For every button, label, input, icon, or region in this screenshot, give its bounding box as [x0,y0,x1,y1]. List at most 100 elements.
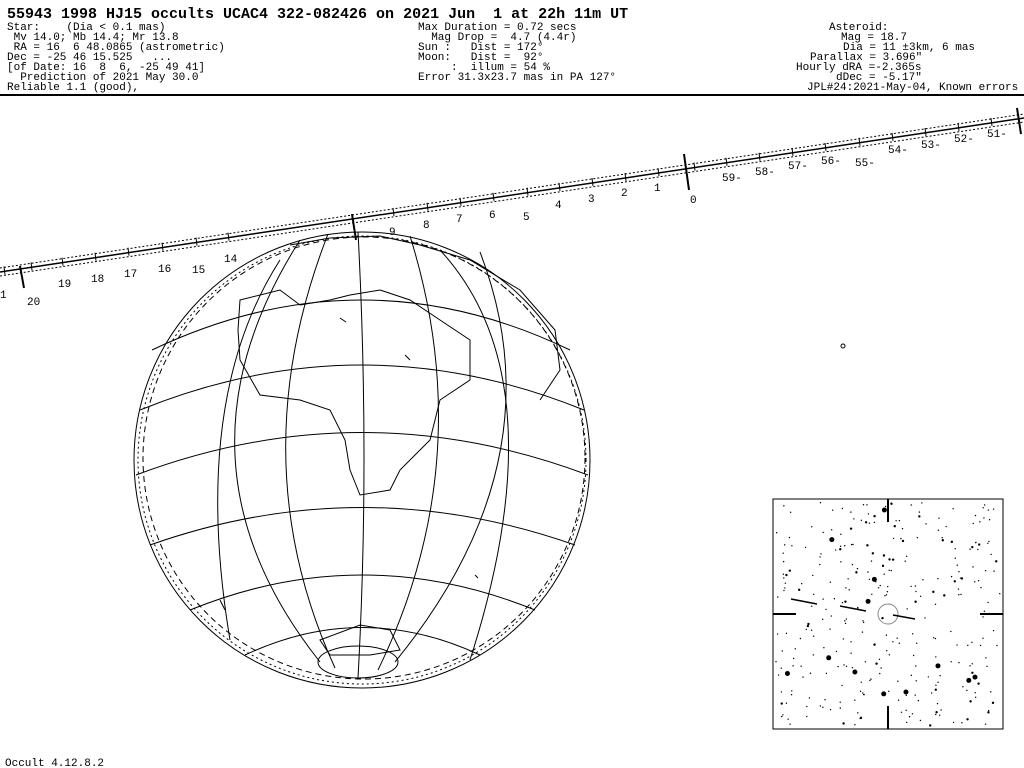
star-dot [877,587,880,589]
star-dot [958,594,960,596]
star-dot [862,692,864,694]
star-dot [956,564,959,566]
star-dot [911,633,914,635]
star-dot [888,654,891,656]
star-dot [829,708,832,711]
star-dot [988,519,991,521]
star-dot [922,579,924,581]
star-dot [789,511,792,513]
star-dot [950,575,953,578]
star-dot [897,699,900,701]
star-dot [987,509,989,511]
star-dot [941,536,943,539]
star-dot [842,638,845,640]
star-dot [888,690,890,693]
star-dot [972,522,974,525]
star-dot [903,689,909,695]
star-dot [966,689,968,692]
path-label: 16 [158,264,171,276]
star-dot [952,721,955,724]
star-dot [845,665,848,667]
star-dot [869,679,871,682]
star-dot [987,542,989,544]
path-label: 17 [124,269,137,281]
star-dot [822,531,824,534]
star-dot [837,665,839,668]
star-dot [806,715,808,718]
star-dot [879,672,881,675]
star-dot [829,581,832,583]
star-dot [866,504,868,506]
star-dot [823,647,825,649]
star-dot [900,711,903,714]
star-dot [825,672,828,675]
title: 55943 1998 HJ15 occults UCAC4 322-082426… [7,6,628,23]
star-dot [971,545,974,549]
star-dot [958,570,960,573]
star-dot [914,694,916,696]
star-dot [892,537,895,540]
star-dot [898,642,901,644]
star-dot [950,540,954,544]
star-dot [986,665,988,668]
path-label: 58- [755,167,775,179]
star-dot [935,713,937,716]
star-dot [864,661,867,663]
star-dot [834,549,837,551]
star-dot [813,593,815,596]
path-label: 54- [888,145,908,157]
star-dot [847,578,849,580]
asteroid-info: Parallax = 3.696" [810,52,922,64]
star-dot [886,649,888,652]
star-dot [780,667,782,669]
star-dot [881,691,887,697]
track-tick [459,197,462,206]
star-dot [982,616,984,618]
star-dot [844,600,847,603]
star-dot [806,624,810,628]
star-dot [972,674,978,680]
star-dot [974,514,977,517]
star-dot [775,532,778,534]
star-dot [831,509,834,511]
track-tick [624,172,627,182]
star-dot [860,681,862,683]
star-dot [917,699,920,702]
star-dot [868,578,871,581]
star-dot [939,714,941,716]
star-dot [782,560,785,563]
star-dot [849,527,853,530]
star-dot [839,701,841,703]
path-label: 57- [788,161,808,173]
star-info: Dec = -25 46 15.525 ... [7,52,172,64]
star-dot [780,691,783,693]
star-dot [861,631,864,633]
star-dot [960,577,964,580]
track-tick [392,207,395,216]
track-tick [891,132,894,141]
star-dot [891,558,895,561]
star-dot [984,723,987,725]
star-dot [921,502,923,504]
path-label: 20 [27,297,40,309]
star-dot [888,569,890,571]
star-dot [871,576,877,582]
star-dot [995,560,998,563]
track-tick [161,242,164,251]
star-dot [865,598,871,604]
star-dot [868,522,871,524]
star-dot [851,667,854,669]
star-dot [857,608,859,610]
star-dot [898,519,901,522]
track-tick [591,177,594,187]
star-dot [800,582,803,585]
star-dot [845,587,847,589]
track-tick [957,122,960,131]
star-dot [886,591,889,593]
star-dot [919,595,922,597]
path-label: 53- [921,140,941,152]
star-dot [844,620,846,622]
star-dot [784,544,786,546]
track-tick [725,157,728,166]
